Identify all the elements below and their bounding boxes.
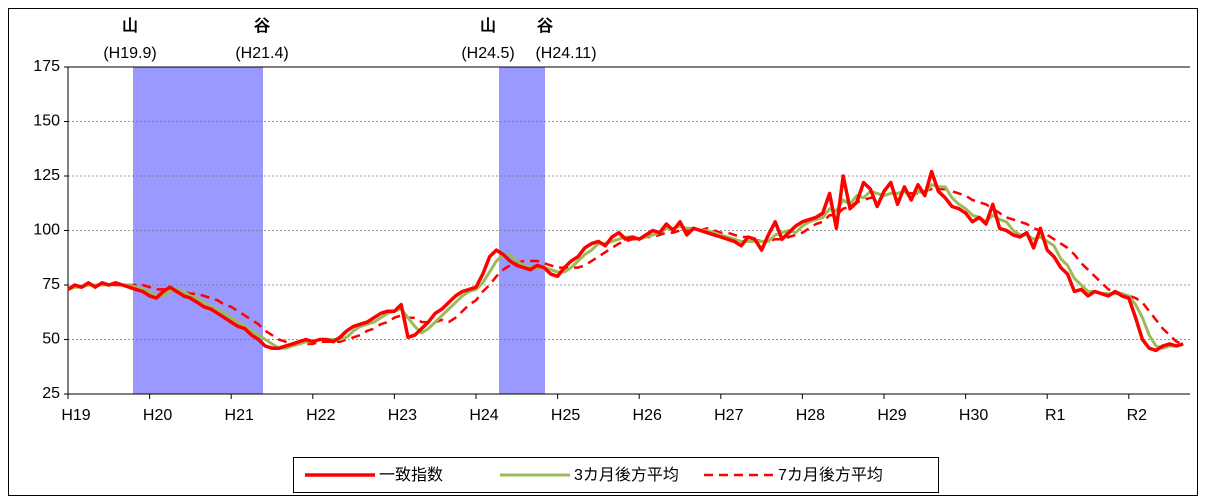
trough-label: 谷: [537, 17, 554, 35]
y-tick-label: 100: [33, 222, 60, 239]
x-tick-label: R1: [1045, 407, 1066, 424]
chart-frame: [8, 8, 1198, 496]
trough-label: 谷: [254, 17, 271, 35]
x-tick-label: H19: [61, 407, 90, 424]
peak-label: 山: [480, 17, 496, 35]
x-tick-label: H29: [877, 407, 906, 424]
x-tick-label: H30: [959, 407, 988, 424]
y-tick-label: 75: [42, 276, 60, 293]
x-tick-label: H26: [633, 407, 662, 424]
x-tick-label: H27: [714, 407, 743, 424]
legend-label: 一致指数: [379, 466, 443, 484]
y-tick-label: 50: [42, 331, 60, 348]
y-tick-label: 125: [33, 167, 60, 184]
series-line: [67, 169, 1184, 353]
y-tick-label: 150: [33, 113, 60, 130]
trough-date: (H21.4): [235, 45, 288, 62]
x-tick-label: H28: [796, 407, 825, 424]
peak-date: (H19.9): [103, 45, 156, 62]
x-tick-label: H23: [388, 407, 417, 424]
x-tick-label: R2: [1127, 407, 1148, 424]
y-tick-label: 25: [42, 385, 60, 402]
x-tick-label: H21: [225, 407, 254, 424]
peak-label: 山: [122, 17, 138, 35]
x-tick-label: H22: [306, 407, 335, 424]
legend-box: [293, 457, 939, 493]
trough-date: (H24.11): [535, 45, 596, 62]
x-tick-label: H20: [143, 407, 172, 424]
x-tick-label: H24: [469, 407, 498, 424]
y-tick-label: 175: [33, 58, 60, 75]
series-line: [67, 187, 1184, 346]
x-tick-label: H25: [551, 407, 580, 424]
legend-label: 3カ月後方平均: [574, 466, 679, 484]
peak-date: (H24.5): [461, 45, 514, 62]
legend-label: 7カ月後方平均: [778, 466, 883, 484]
